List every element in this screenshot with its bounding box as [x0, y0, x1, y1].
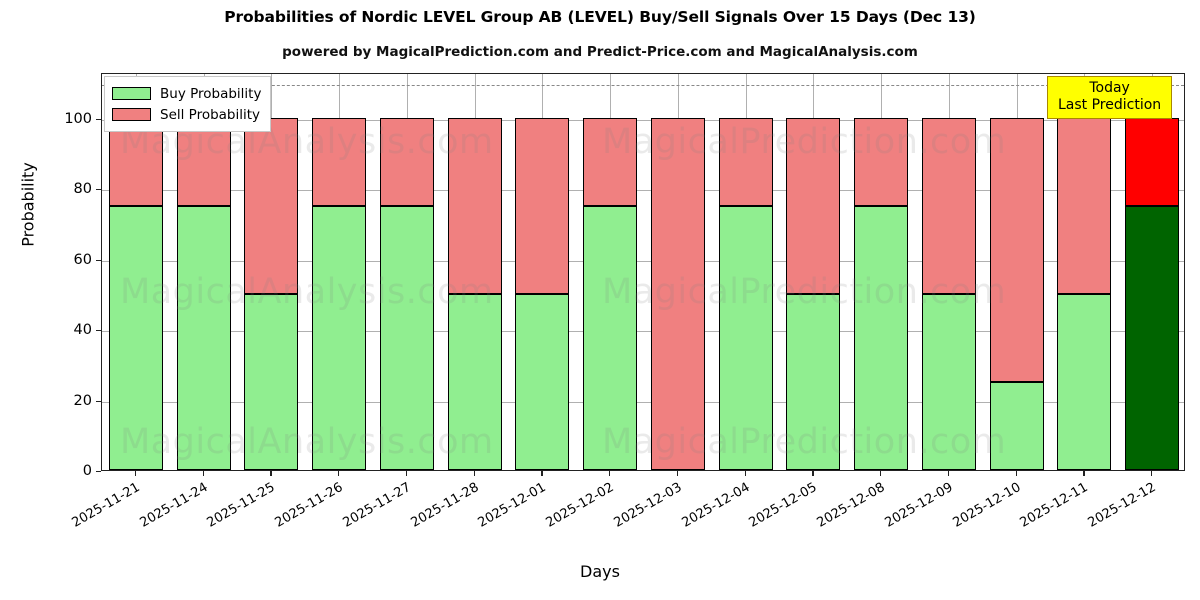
bar-segment-buy[interactable]: [1125, 205, 1180, 470]
page-title: Probabilities of Nordic LEVEL Group AB (…: [224, 8, 976, 26]
x-tick-mark: [1015, 471, 1017, 476]
bar-segment-sell[interactable]: [921, 117, 976, 294]
today-label-line1: Today: [1089, 80, 1130, 96]
bar-group[interactable]: [989, 74, 1044, 470]
bar-segment-sell[interactable]: [447, 117, 502, 294]
bar-segment-sell[interactable]: [718, 117, 773, 206]
x-tick-mark: [744, 471, 746, 476]
bar-segment-sell[interactable]: [583, 117, 638, 206]
legend-label-sell: Sell Probability: [160, 106, 261, 123]
bar-group[interactable]: [447, 74, 502, 470]
x-tick-mark: [270, 471, 272, 476]
x-tick-mark: [202, 471, 204, 476]
y-tick-mark: [96, 118, 101, 120]
gridline-h: [102, 331, 1184, 333]
y-tick-label: 60: [73, 251, 92, 268]
x-tick-mark: [609, 471, 611, 476]
x-tick-mark: [812, 471, 814, 476]
bar-group[interactable]: [583, 74, 638, 470]
bar-segment-sell[interactable]: [854, 117, 909, 206]
chart-legend: Buy Probability Sell Probability: [104, 76, 272, 132]
gridline-h: [102, 401, 1184, 403]
y-tick-mark: [96, 259, 101, 261]
gridline-h: [102, 190, 1184, 192]
bar-segment-buy[interactable]: [718, 205, 773, 470]
bar-group[interactable]: [854, 74, 909, 470]
bar-segment-sell[interactable]: [108, 117, 163, 206]
x-tick-mark: [473, 471, 475, 476]
legend-label-buy: Buy Probability: [160, 85, 262, 102]
y-tick-label: 20: [73, 392, 92, 409]
bar-segment-sell[interactable]: [312, 117, 367, 206]
legend-swatch-sell: [112, 108, 151, 121]
bar-group[interactable]: [718, 74, 773, 470]
x-tick-mark: [880, 471, 882, 476]
bar-segment-buy[interactable]: [108, 205, 163, 470]
y-tick-label: 100: [64, 110, 92, 127]
bar-segment-buy[interactable]: [583, 205, 638, 470]
bar-group[interactable]: [176, 74, 231, 470]
x-axis-label: Days: [580, 562, 620, 581]
today-annotation: Today Last Prediction: [1047, 76, 1173, 120]
y-tick-mark: [96, 189, 101, 191]
y-tick-label: 0: [82, 463, 92, 479]
bar-group[interactable]: [379, 74, 434, 470]
x-tick-mark: [947, 471, 950, 476]
legend-swatch-buy: [112, 87, 151, 100]
chart-subtitle: powered by MagicalPrediction.com and Pre…: [282, 44, 918, 60]
bar-segment-buy[interactable]: [447, 293, 502, 470]
bar-segment-sell[interactable]: [379, 117, 434, 206]
bar-segment-sell[interactable]: [244, 117, 299, 294]
bar-segment-buy[interactable]: [379, 205, 434, 470]
bar-segment-buy[interactable]: [989, 381, 1044, 470]
y-axis-label: Probability: [18, 162, 38, 247]
x-tick-mark: [676, 471, 679, 476]
bar-segment-buy[interactable]: [921, 293, 976, 470]
bar-group[interactable]: [312, 74, 367, 470]
bar-group[interactable]: [786, 74, 841, 470]
bar-segment-buy[interactable]: [515, 293, 570, 470]
x-tick-mark: [338, 471, 340, 476]
bar-segment-sell[interactable]: [515, 117, 570, 294]
x-tick-mark: [1083, 471, 1085, 476]
x-tick-mark: [134, 471, 137, 476]
bar-segment-sell[interactable]: [650, 117, 705, 470]
bar-segment-sell[interactable]: [786, 117, 841, 294]
bar-group[interactable]: [1057, 74, 1112, 470]
bar-group[interactable]: [515, 74, 570, 470]
bar-segment-buy[interactable]: [244, 293, 299, 470]
y-tick-label: 80: [73, 181, 92, 198]
y-tick-label: 40: [73, 322, 92, 339]
bar-group[interactable]: [1125, 74, 1180, 470]
bar-segment-buy[interactable]: [1057, 293, 1112, 470]
bar-segment-buy[interactable]: [854, 205, 909, 470]
gridline-h: [102, 260, 1184, 262]
x-tick-mark: [1151, 471, 1153, 476]
bar-segment-sell[interactable]: [1125, 117, 1180, 206]
bar-segment-sell[interactable]: [176, 117, 231, 206]
legend-item-sell: Sell Probability: [112, 104, 261, 125]
bar-group[interactable]: [650, 74, 705, 470]
legend-item-buy: Buy Probability: [112, 83, 261, 104]
bar-segment-buy[interactable]: [312, 205, 367, 470]
bar-group[interactable]: [921, 74, 976, 470]
bar-group[interactable]: [244, 74, 299, 470]
bar-segment-sell[interactable]: [1057, 117, 1112, 294]
plot-area: MagicalAnalysis.comMagicalPrediction.com…: [101, 73, 1185, 471]
reference-line: [102, 84, 1184, 86]
x-tick-mark: [405, 471, 408, 476]
x-tick-mark: [541, 471, 543, 476]
bar-segment-buy[interactable]: [786, 293, 841, 470]
today-label-line2: Last Prediction: [1058, 96, 1162, 113]
bar-segment-sell[interactable]: [989, 117, 1044, 382]
gridline-h: [102, 119, 1184, 121]
y-tick-mark: [96, 471, 101, 473]
y-tick-mark: [96, 400, 101, 402]
bar-group[interactable]: [108, 74, 163, 470]
bar-segment-buy[interactable]: [176, 205, 231, 470]
y-tick-mark: [96, 330, 101, 332]
